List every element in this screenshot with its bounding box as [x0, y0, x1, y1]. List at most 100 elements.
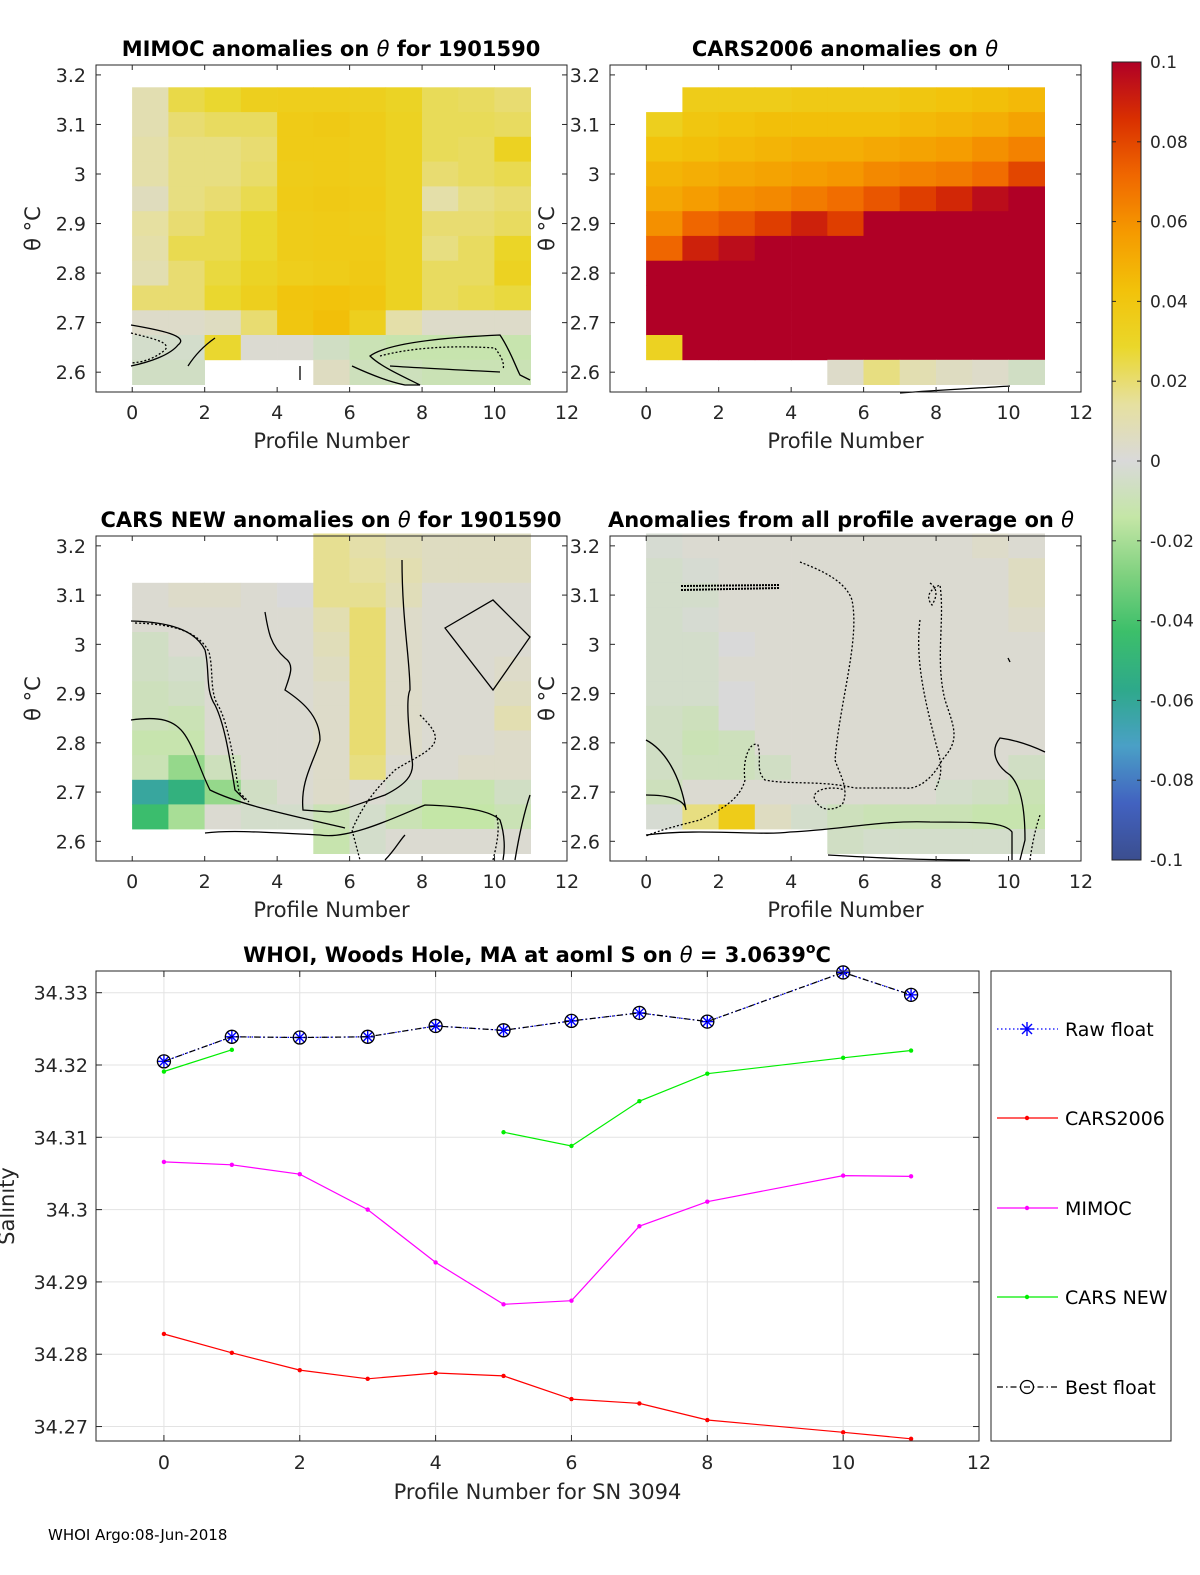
cars2006-cell — [682, 211, 719, 237]
carsnew-cell — [422, 755, 459, 781]
mimoc-cell — [277, 161, 314, 187]
cars2006-cell — [682, 285, 719, 311]
allavg-cell — [863, 558, 901, 584]
allavg-cell — [646, 779, 683, 805]
allavg-cell — [972, 582, 1009, 608]
allavg-cell — [899, 656, 937, 682]
allavg-cell — [791, 582, 828, 608]
series-marker — [569, 1298, 574, 1303]
series-marker — [496, 1023, 511, 1038]
cars2006-cell — [646, 112, 683, 138]
carsnew-cell — [313, 632, 350, 657]
carsnew-ylabel: θ °C — [21, 676, 45, 721]
allavg-cell — [1008, 755, 1045, 781]
series-marker — [1024, 1115, 1030, 1121]
cars2006-panel: CARS2006 anomalies on θ 0 2 4 6 8 10 12 2.6 2.7 2… — [535, 37, 1093, 453]
allavg-cell — [718, 656, 756, 682]
mimoc-cell — [132, 112, 169, 138]
mimoc-cell — [349, 211, 387, 237]
allavg-cell — [899, 705, 937, 731]
legend-item: CARS NEW — [997, 1287, 1168, 1309]
allavg-cell — [827, 755, 864, 781]
colorbar-tick-label: -0.04 — [1150, 612, 1194, 632]
allavg-cell — [972, 656, 1009, 682]
carsnew-cell — [349, 730, 387, 756]
cars2006-title: CARS2006 anomalies on θ — [692, 37, 998, 61]
salinity-xtick-label: 10 — [831, 1452, 855, 1474]
allavg-cell — [899, 730, 937, 756]
cars2006-cell — [863, 359, 901, 385]
carsnew-cell — [277, 755, 314, 781]
cars2006-cell — [718, 136, 756, 162]
mimoc-cell — [458, 112, 495, 138]
allavg-xtick-label: 12 — [1069, 871, 1093, 893]
salinity-xtick-label: 12 — [967, 1452, 991, 1474]
salinity-ytick-label: 34.28 — [34, 1344, 88, 1366]
salinity-ylabel: Salinity — [0, 1167, 19, 1245]
carsnew-cell — [494, 558, 531, 584]
mimoc-cell — [458, 87, 495, 113]
mimoc-cell — [385, 235, 423, 262]
carsnew-xtick-label: 12 — [555, 871, 579, 893]
cars2006-cell — [827, 136, 864, 162]
carsnew-cell — [494, 656, 531, 682]
carsnew-title-part-1: CARS NEW anomalies on — [100, 508, 397, 532]
carsnew-cell — [349, 656, 387, 682]
allavg-ytick-label: 3.2 — [570, 536, 600, 558]
mimoc-cell — [458, 235, 495, 262]
series-marker — [1024, 1294, 1030, 1300]
mimoc-xtick-label: 8 — [416, 402, 428, 424]
mimoc-cell — [349, 310, 387, 336]
carsnew-cell — [132, 804, 169, 830]
cars2006-cell — [972, 211, 1009, 237]
allavg-cell — [899, 829, 937, 854]
allavg-cell — [827, 705, 864, 731]
allavg-cell — [972, 755, 1009, 781]
carsnew-cell — [132, 607, 169, 633]
cars2006-cell — [791, 235, 828, 262]
allavg-cell — [1008, 681, 1045, 707]
allavg-cell — [863, 705, 901, 731]
mimoc-cell — [277, 136, 314, 162]
cars2006-xtick-label: 12 — [1069, 402, 1093, 424]
carsnew-cell — [277, 632, 314, 657]
mimoc-ytick-label: 2.6 — [56, 362, 86, 384]
cars2006-cell — [863, 161, 901, 187]
series-marker — [501, 1373, 506, 1379]
carsnew-ytick-label: 2.7 — [56, 782, 86, 804]
cars2006-cell — [899, 359, 937, 385]
cars2006-cell — [1008, 211, 1045, 237]
carsnew-cell — [168, 656, 205, 682]
carsnew-cell — [385, 730, 423, 756]
carsnew-cell — [422, 829, 459, 854]
allavg-cell — [899, 558, 937, 584]
carsnew-cell — [494, 779, 531, 805]
carsnew-cell — [494, 582, 531, 608]
carsnew-cell — [313, 779, 350, 805]
mimoc-cell — [385, 87, 423, 113]
carsnew-cell — [204, 779, 242, 805]
cars2006-cell — [791, 211, 828, 237]
cars2006-cell — [1008, 285, 1045, 311]
cars2006-cell — [863, 211, 901, 237]
series-marker — [428, 1018, 443, 1034]
series-marker — [1020, 1022, 1034, 1036]
mimoc-xlabel: Profile Number — [253, 429, 410, 453]
cars2006-cell — [899, 285, 937, 311]
colorbar-bar — [1111, 61, 1142, 861]
mimoc-cell — [349, 235, 387, 262]
carsnew-cell — [349, 558, 387, 584]
carsnew-cell — [204, 755, 242, 781]
cars2006-cell — [827, 235, 864, 262]
allavg-cell — [936, 656, 973, 682]
carsnew-cell — [458, 755, 495, 781]
allavg-cell — [791, 779, 828, 805]
carsnew-cell — [422, 607, 459, 633]
cars2006-cell — [899, 335, 937, 361]
mimoc-cell — [385, 310, 423, 336]
allavg-cell — [863, 533, 901, 559]
cars2006-cell — [936, 136, 973, 162]
salinity-title-degree: o — [806, 941, 816, 957]
carsnew-cell — [313, 755, 350, 781]
series-line — [503, 1049, 912, 1147]
